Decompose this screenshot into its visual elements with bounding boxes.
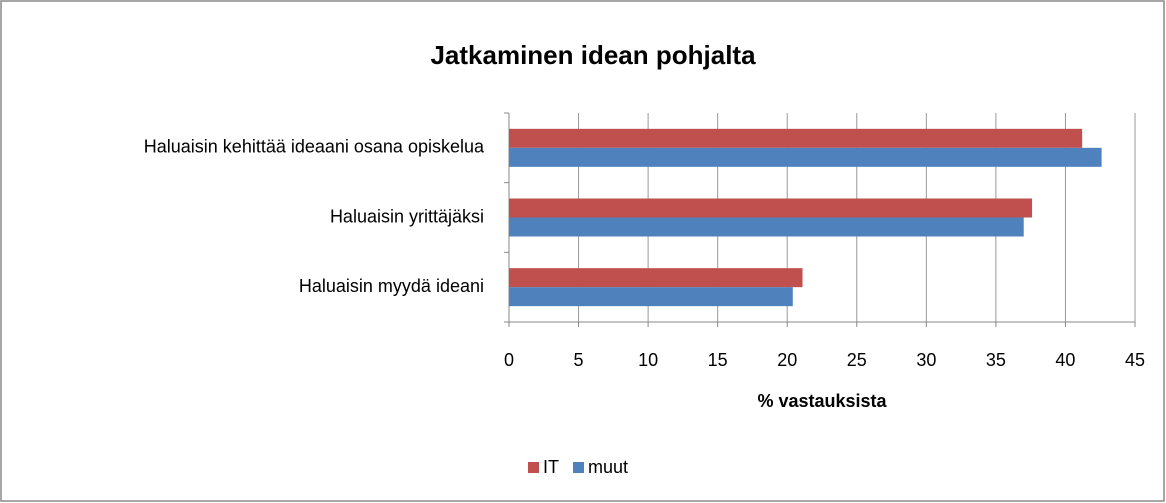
bar <box>509 128 1083 148</box>
bar <box>509 217 1024 237</box>
x-tick-label: 5 <box>574 350 584 370</box>
legend-label: muut <box>588 457 628 477</box>
y-tick-label: Haluaisin yrittäjäksi <box>330 206 484 226</box>
y-tick-label: Haluaisin myydä ideani <box>299 276 484 296</box>
x-tick-label: 20 <box>777 350 797 370</box>
bar <box>509 198 1033 218</box>
y-tick-label: Haluaisin kehittää ideaani osana opiskel… <box>144 137 485 157</box>
chart-title: Jatkaminen idean pohjalta <box>430 40 756 70</box>
x-tick-label: 45 <box>1125 350 1145 370</box>
legend-swatch <box>528 462 539 473</box>
x-tick-label: 40 <box>1055 350 1075 370</box>
x-tick-label: 10 <box>638 350 658 370</box>
legend-label: IT <box>543 457 559 477</box>
x-tick-label: 25 <box>847 350 867 370</box>
x-tick-label: 30 <box>916 350 936 370</box>
bar <box>509 287 793 307</box>
bar <box>509 268 803 288</box>
legend-swatch <box>573 462 584 473</box>
x-tick-label: 35 <box>986 350 1006 370</box>
x-axis-label: % vastauksista <box>757 391 887 411</box>
bar <box>509 147 1102 167</box>
x-tick-label: 0 <box>504 350 514 370</box>
x-tick-label: 15 <box>708 350 728 370</box>
